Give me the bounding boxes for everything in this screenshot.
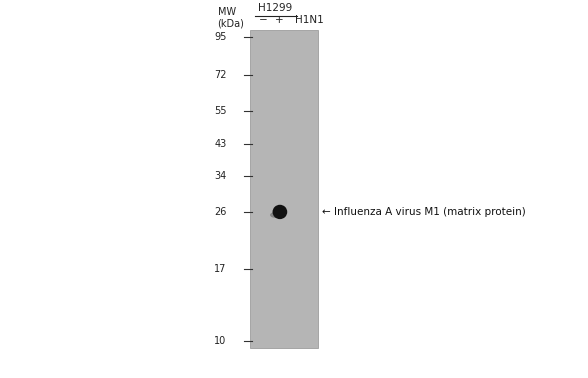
- Text: (kDa): (kDa): [218, 19, 245, 28]
- Text: −: −: [259, 15, 268, 25]
- Text: 34: 34: [214, 171, 226, 181]
- Text: 17: 17: [214, 264, 226, 274]
- Text: 43: 43: [214, 139, 226, 149]
- Text: 72: 72: [214, 70, 226, 79]
- Text: 10: 10: [214, 336, 226, 346]
- Text: H1299: H1299: [258, 3, 292, 13]
- Text: +: +: [275, 15, 283, 25]
- Text: 95: 95: [214, 32, 226, 42]
- Text: 26: 26: [214, 207, 226, 217]
- Text: MW: MW: [218, 7, 236, 17]
- Text: ← Influenza A virus M1 (matrix protein): ← Influenza A virus M1 (matrix protein): [322, 207, 526, 217]
- Text: 55: 55: [214, 106, 226, 116]
- Text: H1N1: H1N1: [295, 15, 324, 25]
